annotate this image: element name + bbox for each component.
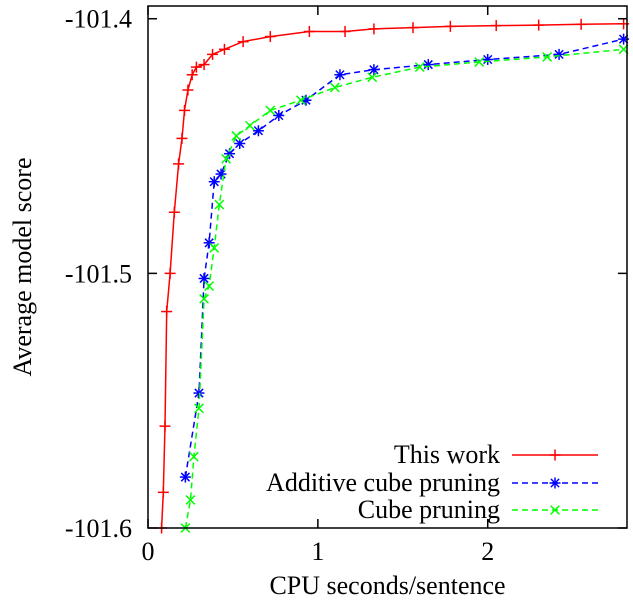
- data-point: [334, 69, 346, 81]
- series-this-work: [156, 18, 630, 534]
- data-point: [188, 451, 199, 462]
- legend-entry: Cube pruning: [358, 495, 598, 524]
- data-point: [218, 43, 230, 55]
- data-point: [203, 237, 215, 249]
- data-point: [198, 272, 210, 284]
- data-point: [182, 84, 194, 96]
- legend-swatch-marker: [549, 449, 561, 461]
- data-point: [474, 57, 485, 67]
- data-point: [252, 125, 264, 137]
- x-axis-label: CPU seconds/sentence: [269, 571, 505, 600]
- data-point: [198, 59, 210, 71]
- data-point: [185, 495, 196, 505]
- data-point: [422, 59, 434, 71]
- legend-entry: Additive cube pruning: [266, 468, 598, 497]
- data-point: [199, 293, 209, 304]
- data-point: [303, 25, 315, 37]
- data-point: [368, 23, 380, 35]
- data-point: [553, 48, 565, 60]
- data-point: [367, 72, 378, 83]
- data-point: [186, 69, 198, 81]
- data-point: [329, 82, 340, 93]
- data-point: [407, 22, 419, 34]
- data-point: [533, 19, 545, 31]
- data-point: [204, 281, 215, 292]
- series-line: [160, 23, 624, 529]
- data-point: [176, 132, 188, 144]
- data-point: [159, 420, 171, 432]
- data-point: [193, 387, 205, 399]
- y-tick-label: -101.6: [65, 514, 132, 543]
- plot-frame: [147, 5, 628, 529]
- data-point: [575, 18, 587, 30]
- legend-swatch-marker: [549, 477, 561, 489]
- y-axis-label: Average model score: [8, 158, 37, 377]
- data-point: [194, 403, 204, 414]
- data-point: [173, 158, 185, 170]
- legend-label: This work: [394, 440, 500, 469]
- data-point: [490, 20, 502, 32]
- data-point: [368, 64, 380, 76]
- data-point: [221, 153, 232, 164]
- data-point: [179, 471, 191, 483]
- data-point: [264, 31, 276, 43]
- data-point: [295, 95, 306, 106]
- x-tick-label: 2: [481, 537, 494, 566]
- data-point: [214, 199, 225, 210]
- data-point: [161, 306, 173, 318]
- data-point: [482, 53, 494, 65]
- data-point: [157, 486, 169, 498]
- data-point: [164, 267, 176, 279]
- data-point: [190, 61, 202, 73]
- data-point: [179, 104, 191, 116]
- x-tick-label: 1: [311, 537, 324, 566]
- data-point: [444, 20, 456, 32]
- series-additive-cube-pruning: [179, 33, 630, 483]
- data-point: [542, 51, 553, 62]
- data-point: [209, 242, 220, 253]
- data-point: [231, 130, 242, 141]
- data-point: [208, 176, 220, 188]
- data-point: [273, 109, 285, 121]
- legend-swatch-marker: [550, 505, 560, 515]
- legend-label: Additive cube pruning: [266, 468, 500, 497]
- data-point: [414, 62, 425, 73]
- data-point: [237, 36, 249, 48]
- data-point: [244, 120, 255, 131]
- data-point: [265, 105, 276, 116]
- data-point: [339, 25, 351, 37]
- series-line: [184, 38, 624, 478]
- data-point: [207, 48, 219, 60]
- x-tick-label: 0: [142, 537, 155, 566]
- y-tick-label: -101.4: [65, 5, 132, 34]
- y-tick-label: -101.5: [65, 259, 132, 288]
- legend-label: Cube pruning: [358, 495, 500, 524]
- legend-entry: This work: [394, 440, 598, 469]
- data-point: [215, 168, 227, 180]
- data-point: [168, 206, 180, 218]
